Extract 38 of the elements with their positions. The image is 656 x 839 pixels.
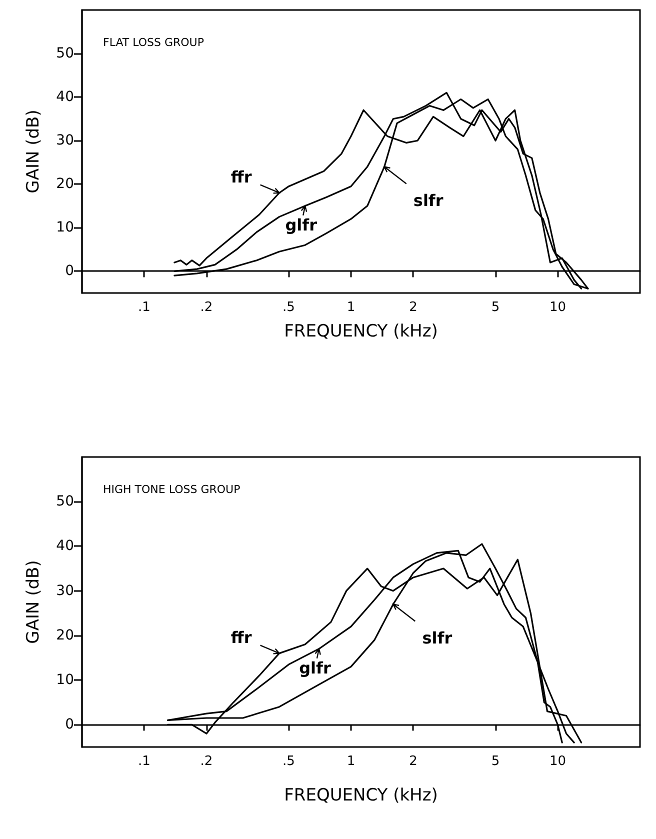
x-axis-title: FREQUENCY (kHz) xyxy=(284,322,438,342)
x-tick-label: 10 xyxy=(549,300,566,315)
x-tick-label: 1 xyxy=(346,300,356,315)
x-tick-label: .2 xyxy=(200,754,213,769)
legend-label: glfr xyxy=(299,658,331,678)
y-tick-label: 10 xyxy=(56,220,74,236)
text: slfr xyxy=(422,628,452,648)
y-tick-label: 40 xyxy=(56,538,74,554)
y-tick-label: 50 xyxy=(56,494,74,510)
x-tick-label: 1 xyxy=(346,754,356,769)
y-axis-title: GAIN (dB) xyxy=(24,110,44,194)
y-tick-label: 0 xyxy=(65,716,74,733)
x-tick-label: .1 xyxy=(138,754,150,769)
text: HIGH TONE LOSS GROUP xyxy=(103,483,241,496)
x-tick-label: .5 xyxy=(282,300,295,315)
x-tick-label: .5 xyxy=(282,754,295,769)
x-tick-label: .2 xyxy=(200,300,213,315)
y-tick-label: 0 xyxy=(65,263,74,280)
x-tick-label: .1 xyxy=(138,300,150,315)
legend-label: glfr xyxy=(285,215,318,234)
y-tick-label: 20 xyxy=(56,176,74,192)
y-tick-label: 10 xyxy=(56,672,74,688)
y-tick-label: 40 xyxy=(56,89,74,106)
y-tick-label: 20 xyxy=(56,627,74,644)
y-tick-label: 50 xyxy=(56,46,74,62)
y-tick-label: 30 xyxy=(56,582,74,599)
y-axis-title: GAIN (dB) xyxy=(24,560,44,644)
y-tick-label: 30 xyxy=(56,132,74,149)
x-axis-title: FREQUENCY (kHz) xyxy=(284,786,438,806)
x-tick-label: 5 xyxy=(491,300,500,315)
x-tick-label: 5 xyxy=(491,754,500,769)
series-label: ffr xyxy=(230,628,252,647)
text: FLAT LOSS GROUP xyxy=(103,36,204,49)
x-tick-label: 2 xyxy=(409,300,418,315)
x-tick-label: 2 xyxy=(409,754,418,769)
x-tick-label: 10 xyxy=(549,754,566,769)
series-label: ffr xyxy=(230,167,252,186)
text: slfr xyxy=(413,191,444,210)
